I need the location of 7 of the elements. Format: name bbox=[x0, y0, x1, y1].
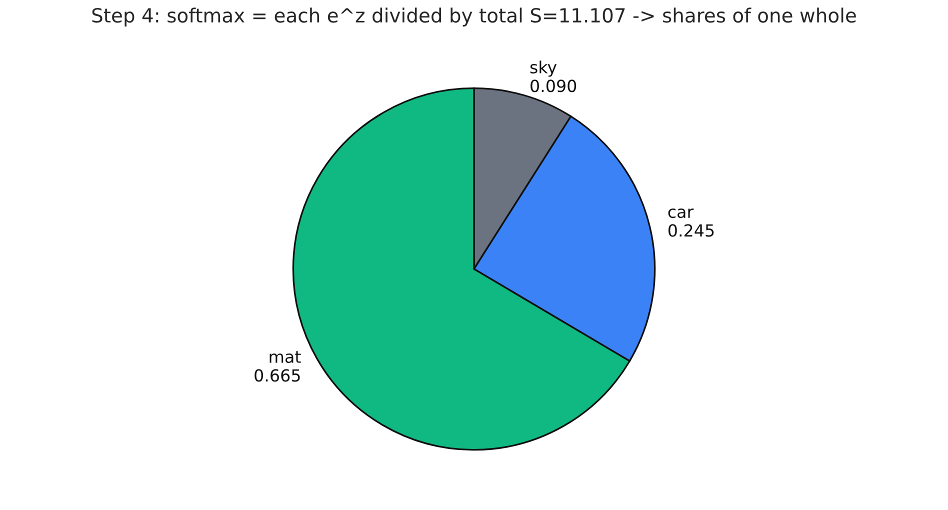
slice-label: car bbox=[668, 208, 694, 218]
chart-title: Step 4: softmax = each e^z divided by total S=11.107 -> shares of one whole bbox=[92, 8, 856, 26]
data-label: 0.665 bbox=[254, 369, 300, 382]
slice-label: sky bbox=[530, 60, 557, 77]
slice-label: mat bbox=[270, 351, 301, 364]
data-label: 0.245 bbox=[668, 224, 714, 237]
data-label: 0.090 bbox=[530, 80, 576, 92]
